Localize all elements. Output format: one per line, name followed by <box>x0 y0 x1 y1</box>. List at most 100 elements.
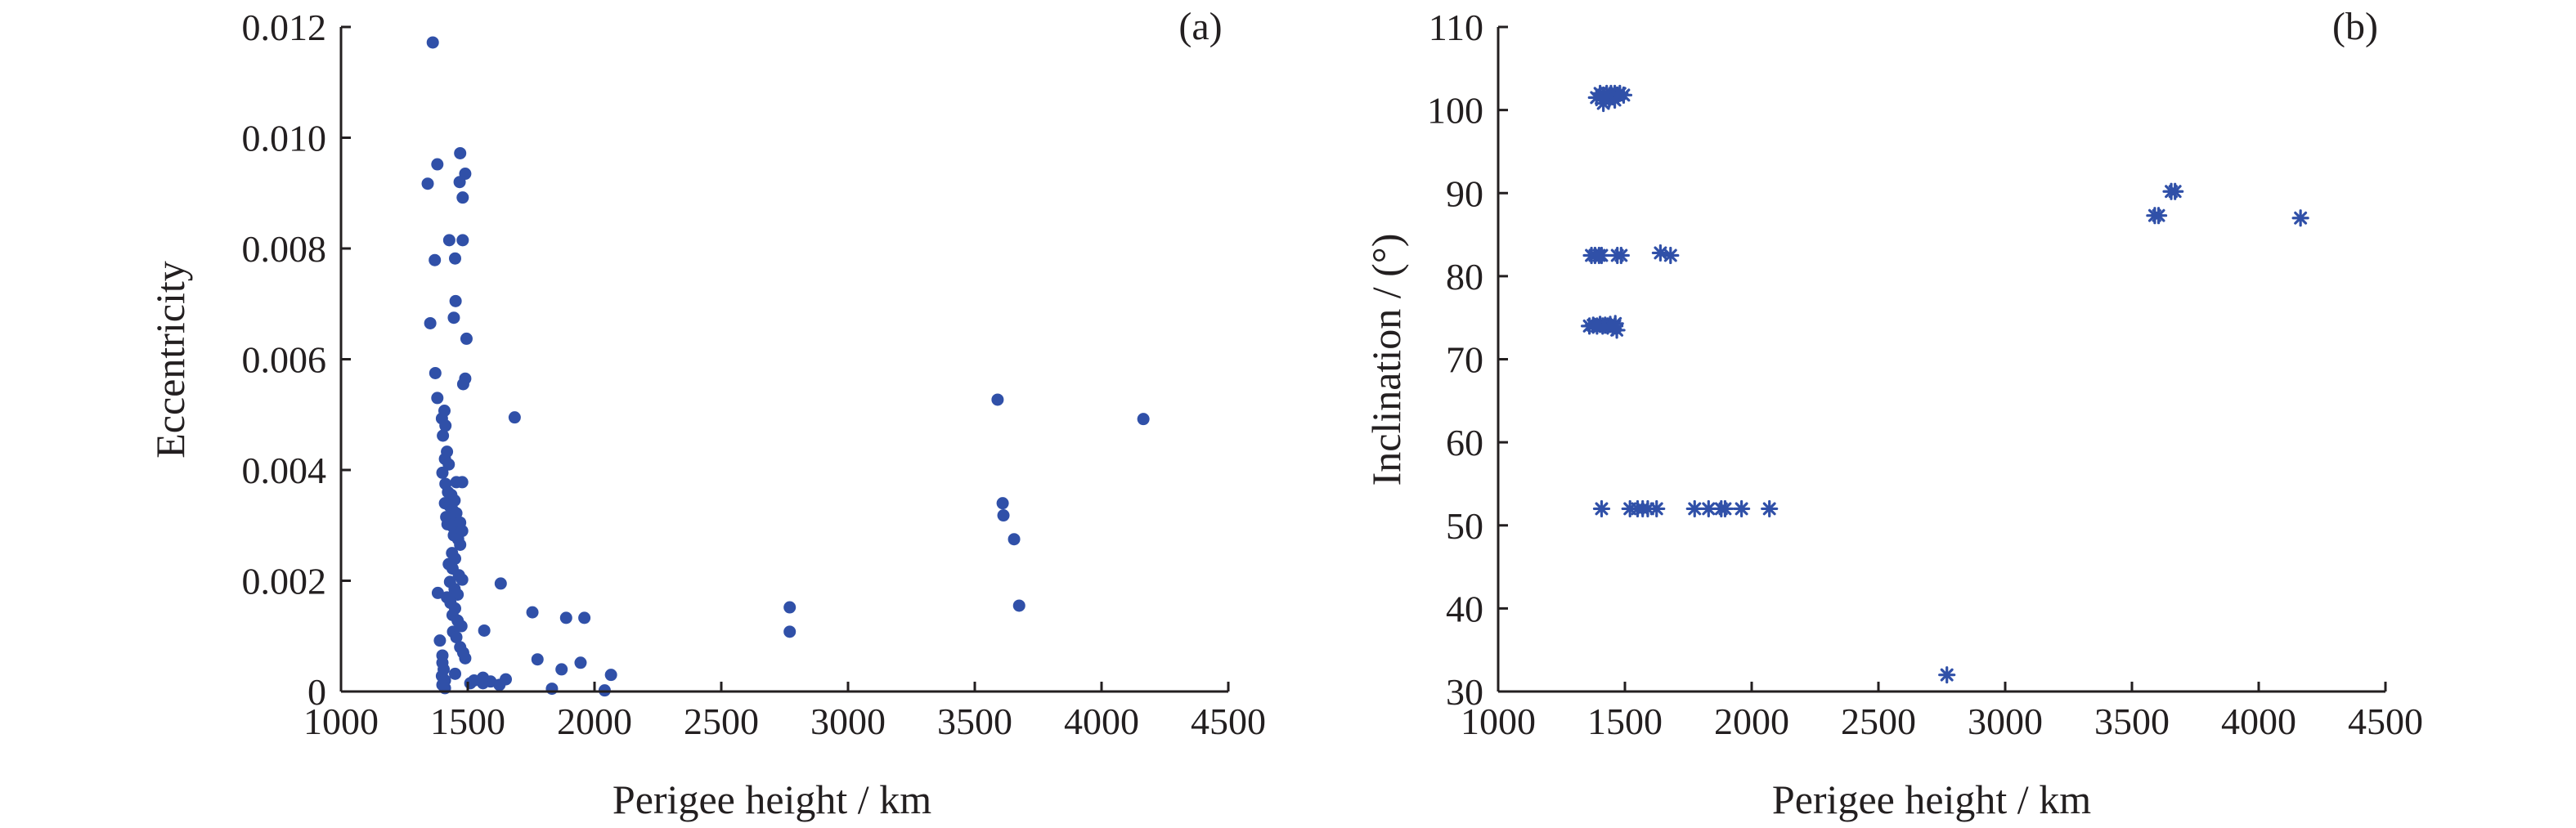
chart-panel-a: 1000 1500 2000 2500 3000 3500 4000 4500 0 0.002 0… <box>147 5 1266 822</box>
data-point <box>1716 499 1735 518</box>
data-point <box>494 577 507 590</box>
data-point <box>437 429 450 442</box>
scatter-points-b <box>1580 84 2309 684</box>
y-axis-label-b: Inclination / (°) <box>1363 234 1409 486</box>
panel-tag-a: (a) <box>1178 5 1222 48</box>
y-tick-label: 0.006 <box>242 339 327 381</box>
data-point <box>1592 499 1611 518</box>
data-point <box>424 316 437 329</box>
x-tick-label: 1000 <box>303 700 379 742</box>
data-point <box>426 36 439 49</box>
data-point <box>578 611 591 624</box>
x-ticks-b: 1000 1500 2000 2500 3000 3500 4000 4500 <box>1461 682 2423 742</box>
data-point <box>456 378 469 391</box>
data-point <box>1612 246 1630 265</box>
data-point <box>574 656 587 669</box>
y-tick-label: 40 <box>1446 588 1483 629</box>
data-point <box>456 573 469 586</box>
data-point <box>1648 499 1666 518</box>
data-point <box>555 663 568 676</box>
data-point <box>1592 246 1611 265</box>
x-tick-label: 4000 <box>1064 700 1139 742</box>
data-point <box>1938 666 1956 684</box>
y-ticks-b: 30 40 50 60 70 80 90 100 110 <box>1427 7 1508 713</box>
data-point <box>442 234 456 247</box>
data-point <box>1595 94 1613 113</box>
data-point <box>453 176 466 189</box>
data-point <box>2149 207 2168 225</box>
data-point <box>1761 499 1779 518</box>
data-point <box>456 191 469 204</box>
data-point <box>545 683 559 696</box>
data-point <box>431 392 444 405</box>
y-tick-label: 0.002 <box>242 561 327 602</box>
data-point <box>449 252 461 265</box>
data-point <box>1651 244 1670 262</box>
data-point <box>431 158 444 171</box>
y-axis-label-a: Eccentricity <box>147 261 193 459</box>
y-tick-label: 0.004 <box>242 450 327 491</box>
data-point <box>1685 499 1703 518</box>
y-tick-label: 80 <box>1446 256 1483 298</box>
data-point <box>439 419 452 432</box>
data-point <box>500 673 512 686</box>
data-point <box>783 625 797 638</box>
x-tick-label: 3500 <box>937 700 1012 742</box>
y-tick-label: 70 <box>1446 339 1483 381</box>
data-point <box>421 177 434 190</box>
y-tick-label: 30 <box>1446 671 1483 713</box>
data-point <box>478 624 491 637</box>
data-point <box>508 411 521 424</box>
x-tick-label: 4500 <box>2348 700 2423 742</box>
data-point <box>433 634 447 647</box>
y-tick-label: 110 <box>1429 7 1483 48</box>
x-tick-label: 1500 <box>430 700 505 742</box>
data-point <box>456 476 469 489</box>
data-point <box>526 606 539 619</box>
x-tick-label: 2500 <box>684 700 759 742</box>
data-point <box>460 332 473 345</box>
data-point <box>531 653 544 666</box>
x-tick-label: 2000 <box>1714 700 1789 742</box>
x-tick-label: 2000 <box>557 700 632 742</box>
data-point <box>477 671 490 684</box>
data-point <box>1008 533 1021 546</box>
data-point <box>1662 246 1680 265</box>
data-point <box>2291 209 2309 227</box>
data-point <box>456 234 469 247</box>
data-point <box>429 253 442 266</box>
data-point <box>431 586 444 599</box>
data-point <box>429 366 442 379</box>
x-tick-label: 1500 <box>1587 700 1663 742</box>
x-tick-label: 2500 <box>1841 700 1916 742</box>
y-tick-label: 0 <box>307 671 326 713</box>
data-point <box>996 497 1009 510</box>
data-point <box>997 509 1010 522</box>
data-point <box>449 667 461 680</box>
y-tick-label: 100 <box>1427 90 1483 132</box>
data-point <box>450 631 463 644</box>
y-tick-label: 0.010 <box>242 118 327 159</box>
scatter-points-a <box>421 36 1150 697</box>
data-point <box>1012 599 1025 612</box>
y-tick-label: 60 <box>1446 422 1483 463</box>
data-point <box>459 651 472 665</box>
data-point <box>464 677 477 690</box>
x-tick-label: 4000 <box>2221 700 2296 742</box>
data-point <box>1733 499 1751 518</box>
x-tick-label: 4500 <box>1191 700 1266 742</box>
y-tick-label: 50 <box>1446 505 1483 547</box>
data-point <box>604 669 617 682</box>
data-point <box>991 393 1004 406</box>
data-point <box>1605 91 1624 110</box>
y-tick-label: 0.012 <box>242 7 327 48</box>
y-tick-label: 90 <box>1446 172 1483 214</box>
x-tick-label: 3000 <box>810 700 886 742</box>
y-tick-label: 0.008 <box>242 228 327 270</box>
data-point <box>442 458 456 471</box>
x-tick-label: 3500 <box>2094 700 2170 742</box>
data-point <box>1606 315 1624 333</box>
data-point <box>783 601 797 614</box>
data-point <box>2166 182 2184 200</box>
